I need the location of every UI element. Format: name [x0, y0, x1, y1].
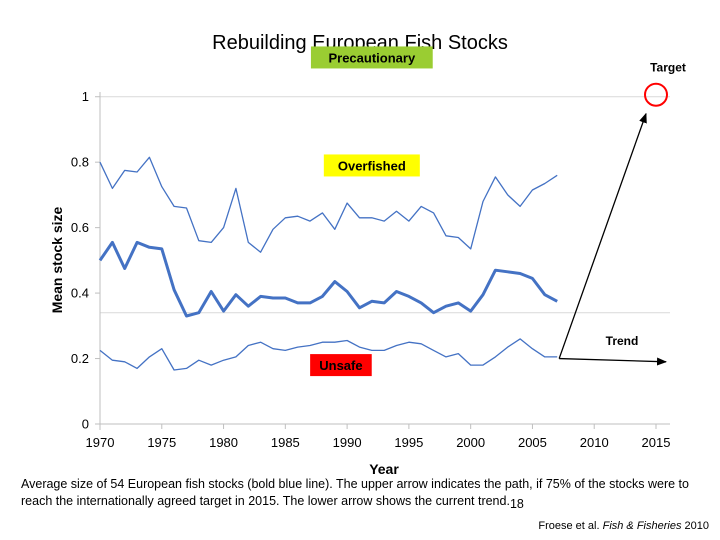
- y-tick-label: 0.6: [71, 220, 89, 235]
- x-tick-label: 1975: [147, 435, 176, 450]
- y-tick-label: 1: [82, 89, 89, 104]
- zone-overfished-label: Overfished: [338, 158, 406, 173]
- zone-unsafe-box: [310, 354, 372, 377]
- y-tick-label: 0.8: [71, 155, 89, 170]
- series-line-1: [98, 240, 558, 318]
- x-tick-label: 2005: [518, 435, 547, 450]
- y-axis-title: Mean stock size: [49, 206, 65, 313]
- target-path-arrow: [558, 112, 647, 359]
- zone-overfished-box: [323, 154, 420, 177]
- zone-precautionary-box: [310, 46, 433, 69]
- target-circle: [644, 82, 668, 107]
- series-line-2: [99, 338, 558, 371]
- y-tick-label: 0: [82, 417, 89, 432]
- x-tick-label: 1985: [271, 435, 300, 450]
- credit-authors: Froese et al.: [538, 520, 600, 532]
- credit-year: 2010: [684, 520, 709, 532]
- x-tick-label: 2010: [580, 435, 609, 450]
- x-axis-title: Year: [369, 461, 399, 477]
- series-line-0: [99, 156, 558, 253]
- y-tick-label: 0.4: [71, 286, 89, 301]
- x-tick-label: 1995: [394, 435, 423, 450]
- x-tick-label: 2000: [456, 435, 485, 450]
- trend-label: Trend: [606, 334, 639, 348]
- target-label: Target: [650, 60, 686, 74]
- y-tick-label: 0.2: [71, 351, 89, 366]
- slide-title: Rebuilding European Fish Stocks: [212, 32, 508, 54]
- caption-text: Average size of 54 European fish stocks …: [21, 477, 689, 508]
- x-tick-label: 1990: [333, 435, 362, 450]
- x-tick-label: 1980: [209, 435, 238, 450]
- zone-precautionary-label: Precautionary: [328, 50, 415, 65]
- slide-number: 18: [509, 497, 524, 511]
- trend-arrow: [559, 357, 667, 366]
- figure-caption: Average size of 54 European fish stocks …: [21, 476, 701, 511]
- x-tick-label: 1970: [86, 435, 115, 450]
- zone-unsafe-label: Unsafe: [319, 358, 362, 373]
- credit-journal: Fish & Fisheries: [602, 520, 682, 532]
- source-credit: Froese et al. Fish & Fisheries 2010: [538, 520, 709, 532]
- x-tick-label: 2015: [642, 435, 671, 450]
